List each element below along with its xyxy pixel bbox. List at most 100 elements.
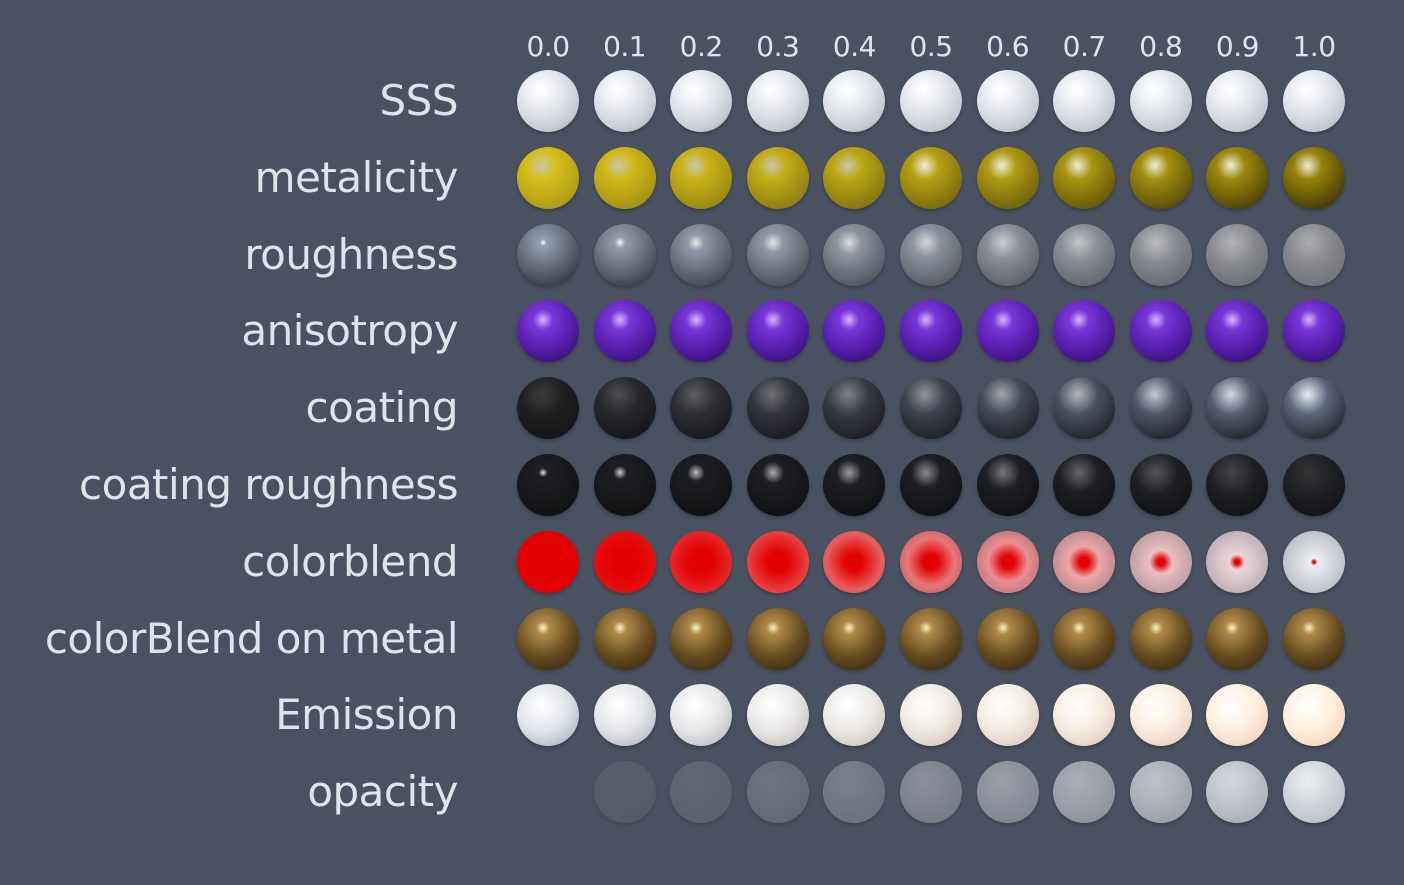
column-label: 0.0 [526,30,570,63]
sphere-emission-1.0 [1283,684,1345,747]
row-label-metalicity: metalicity [254,152,459,202]
column-label: 0.9 [1215,30,1260,63]
sphere-roughness-0.1 [593,223,656,286]
sphere-anisotropy-0.8 [1129,300,1192,363]
sphere-sss-0.6 [976,70,1039,132]
column-label: 0.3 [756,30,800,63]
row-label-coating-roughness: coating roughness [79,460,458,509]
sphere-colorblend-0.9 [1206,530,1269,593]
sphere-colorblend-metal-0.5 [900,607,962,670]
row-label-colorblend-metal: colorBlend on metal [44,613,459,663]
sphere-colorblend-0.0 [517,530,579,593]
sphere-roughness-0.9 [1206,223,1269,286]
sphere-colorblend-0.7 [1053,530,1116,593]
sphere-colorblend-metal-0.4 [823,607,886,670]
row-label-coating: coating [305,383,459,433]
row-label-sss: SSS [379,76,459,125]
sphere-coating-roughness-0.0 [517,454,579,516]
sphere-anisotropy-0.9 [1206,300,1269,363]
sphere-metalicity-0.8 [1129,146,1192,209]
sphere-anisotropy-0.1 [593,300,656,363]
sphere-metalicity-0.4 [823,146,886,209]
sphere-metalicity-0.7 [1053,146,1116,209]
sphere-opacity-0.3 [746,761,809,824]
sphere-colorblend-metal-1.0 [1283,607,1345,670]
sphere-sss-0.2 [670,70,733,132]
sphere-coating-0.9 [1206,377,1269,440]
sphere-emission-0.0 [517,684,579,747]
sphere-metalicity-0.5 [900,146,962,209]
sphere-sss-0.7 [1053,70,1116,132]
sphere-coating-roughness-0.7 [1053,454,1116,516]
sphere-coating-roughness-0.3 [746,454,809,516]
sphere-coating-roughness-0.4 [823,454,886,516]
sphere-emission-0.3 [746,684,809,747]
sphere-metalicity-0.1 [593,146,656,209]
sphere-metalicity-1.0 [1283,146,1345,209]
sphere-opacity-0.5 [900,761,962,824]
sphere-coating-0.7 [1053,377,1116,440]
column-label: 0.7 [1062,30,1107,63]
sphere-emission-0.8 [1129,684,1192,747]
sphere-opacity-0.1 [593,761,656,824]
sphere-colorblend-metal-0.8 [1129,607,1192,670]
sphere-sss-0.1 [593,70,656,132]
sphere-sss-0.3 [746,70,809,132]
row-label-colorblend: colorblend [242,536,458,586]
sphere-opacity-0.8 [1129,761,1192,824]
sphere-emission-0.7 [1053,684,1116,747]
sphere-roughness-0.2 [670,223,733,286]
sphere-emission-0.4 [823,684,886,747]
sphere-roughness-0.8 [1129,223,1192,286]
sphere-roughness-0.0 [517,223,579,286]
sphere-metalicity-0.0 [517,146,579,209]
sphere-opacity-1.0 [1283,761,1345,824]
sphere-colorblend-0.8 [1129,530,1192,593]
sphere-anisotropy-0.0 [517,300,579,363]
sphere-anisotropy-0.4 [823,300,886,363]
sphere-colorblend-0.5 [900,530,962,593]
sphere-anisotropy-0.3 [746,300,809,363]
sphere-colorblend-metal-0.2 [670,607,733,670]
sphere-anisotropy-0.7 [1053,300,1116,363]
sphere-coating-roughness-1.0 [1283,454,1345,516]
sphere-anisotropy-0.2 [670,300,733,363]
sphere-coating-0.5 [900,377,962,440]
sphere-colorblend-metal-0.0 [517,607,579,670]
sphere-opacity-0.4 [823,761,886,824]
sphere-coating-roughness-0.2 [670,454,733,516]
sphere-roughness-0.7 [1053,223,1116,286]
row-label-roughness: roughness [244,229,458,279]
sphere-emission-0.5 [900,684,962,747]
row-label-anisotropy: anisotropy [241,306,458,356]
sphere-anisotropy-0.5 [900,300,962,363]
sphere-colorblend-metal-0.6 [976,607,1039,670]
sphere-coating-0.6 [976,377,1039,440]
sphere-coating-roughness-0.8 [1129,454,1192,516]
sphere-coating-roughness-0.6 [976,454,1039,516]
column-label: 0.8 [1139,30,1183,63]
sphere-coating-0.8 [1129,377,1192,440]
sphere-roughness-1.0 [1283,223,1345,286]
sphere-anisotropy-0.6 [976,300,1039,363]
sphere-colorblend-metal-0.1 [593,607,656,670]
sphere-colorblend-0.4 [823,530,886,593]
sphere-opacity-0.9 [1206,761,1269,824]
sphere-colorblend-metal-0.9 [1206,607,1269,670]
sphere-sss-0.5 [900,70,962,132]
sphere-coating-roughness-0.5 [900,454,962,516]
sphere-colorblend-1.0 [1283,530,1345,593]
column-label: 0.1 [603,30,647,63]
sphere-metalicity-0.2 [670,146,733,209]
sphere-roughness-0.6 [976,223,1039,286]
sphere-colorblend-metal-0.3 [746,607,809,670]
column-label: 0.5 [909,30,953,63]
sphere-colorblend-0.2 [670,530,733,593]
sphere-sss-0.0 [517,70,579,132]
sphere-colorblend-0.3 [746,530,809,593]
sphere-roughness-0.3 [746,223,809,286]
sphere-coating-0.2 [670,377,733,440]
sphere-coating-0.3 [746,377,809,440]
sphere-roughness-0.4 [823,223,886,286]
